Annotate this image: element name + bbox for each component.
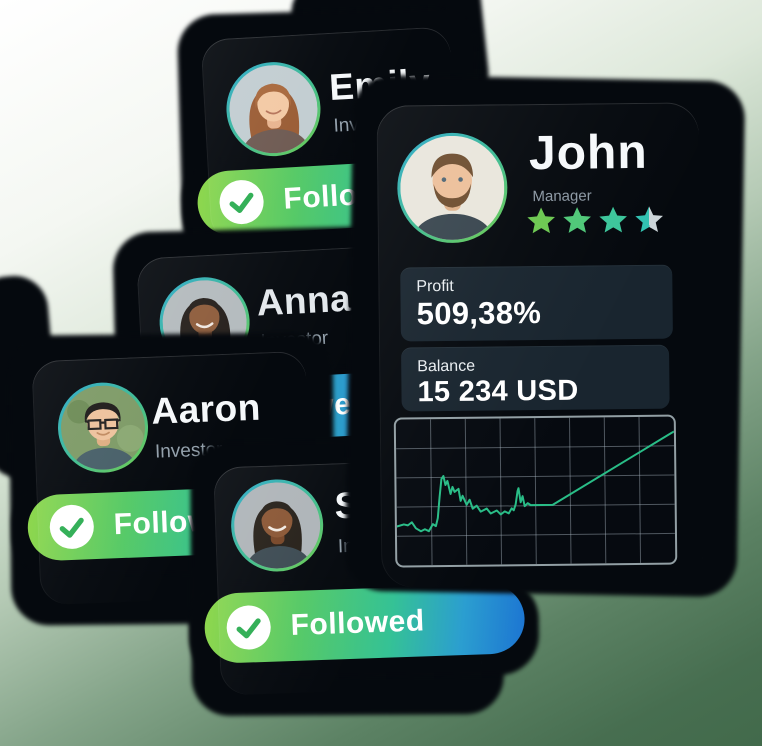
check-circle-icon <box>225 604 272 651</box>
check-circle-icon <box>218 178 265 226</box>
investor-card-aaron: Aaron Investor Followed <box>26 350 359 606</box>
followed-button-label: Followed <box>290 604 426 643</box>
followed-button-aaron[interactable]: Followed <box>26 482 359 562</box>
avatar-photo-sarah <box>232 480 322 570</box>
star-icon <box>599 206 627 233</box>
profit-value: 509,38% <box>416 294 542 331</box>
star-half-icon <box>635 206 663 233</box>
trader-name: Aaron <box>150 386 262 432</box>
avatar-ring <box>229 477 325 574</box>
avatar-ring <box>396 132 508 244</box>
chart-grid <box>396 416 675 566</box>
investor-card-emily: Emily Investor Followed <box>195 26 529 244</box>
avatar-ring <box>223 59 324 159</box>
manager-card-john: John Manager Profit 509,38% Balance 15 2… <box>376 102 704 588</box>
balance-panel: Balance 15 234 USD <box>401 344 670 412</box>
check-circle-icon <box>48 504 95 550</box>
investor-card-sarah: Sarah Investor Followed <box>203 458 526 696</box>
chart-canvas <box>395 416 675 566</box>
balance-value: 15 234 USD <box>417 374 579 408</box>
trader-name: Anna <box>255 277 353 324</box>
star-rating <box>526 205 665 237</box>
avatar-photo-aaron <box>59 384 147 472</box>
profit-panel: Profit 509,38% <box>400 264 673 342</box>
followed-button-emily[interactable]: Followed <box>195 154 529 237</box>
followed-button-sarah[interactable]: Followed <box>203 582 526 665</box>
star-icon <box>563 207 591 233</box>
trader-name: John <box>528 125 648 181</box>
star-icon <box>527 207 555 234</box>
avatar-ring <box>56 380 150 475</box>
avatar-photo-john <box>399 135 505 241</box>
trader-role: Manager <box>532 187 592 206</box>
performance-chart <box>393 414 678 568</box>
avatar-photo-emily <box>227 62 320 156</box>
chart-line <box>395 430 675 533</box>
